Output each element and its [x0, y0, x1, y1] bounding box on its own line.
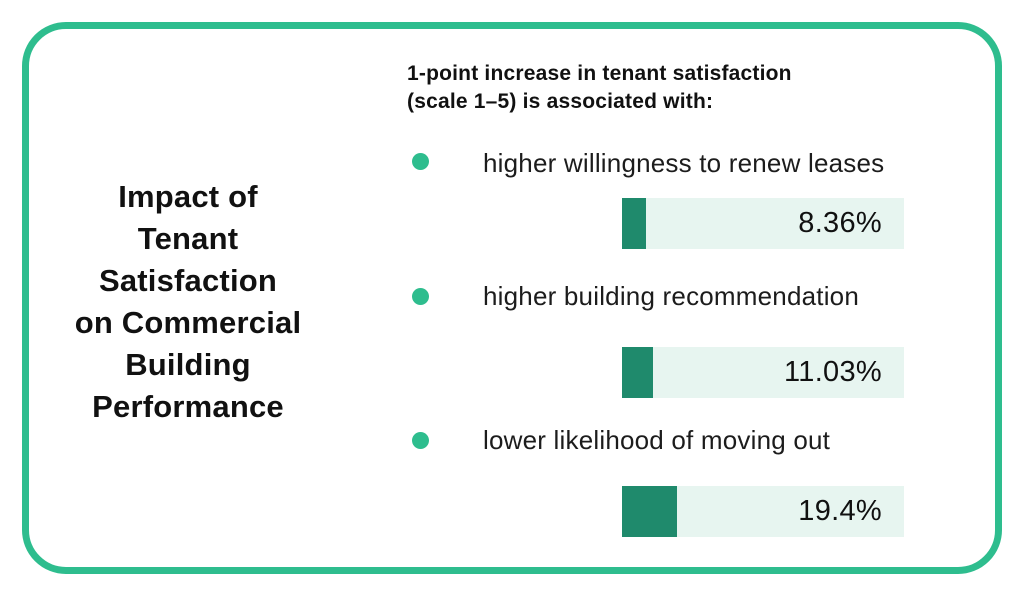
bullet-icon — [412, 153, 429, 170]
bar-value-label: 8.36% — [798, 207, 882, 239]
bar-value-label: 11.03% — [783, 356, 882, 388]
bar-moving-out: 19.4% — [622, 486, 904, 537]
bullet-icon — [412, 432, 429, 449]
bar-fill — [622, 347, 654, 398]
chart-subtitle: 1-point increase in tenant satisfaction … — [407, 62, 792, 113]
item-label-renew-leases: higher willingness to renew leases — [483, 148, 885, 178]
bar-fill — [622, 198, 646, 249]
bar-building-recommendation: 11.03% — [622, 347, 904, 398]
bar-value-label: 19.4% — [798, 495, 882, 527]
bar-fill — [622, 486, 677, 537]
card-border — [22, 22, 1002, 574]
item-label-building-recommendation: higher building recommendation — [483, 281, 860, 311]
item-label-moving-out: lower likelihood of moving out — [483, 425, 831, 455]
page-title: Impact of Tenant Satisfaction on Commerc… — [74, 179, 302, 424]
bar-renew-leases: 8.36% — [622, 198, 904, 249]
bullet-icon — [412, 288, 429, 305]
